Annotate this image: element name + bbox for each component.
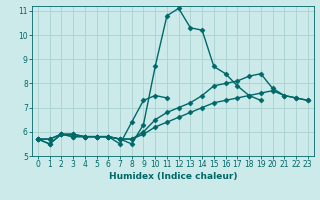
X-axis label: Humidex (Indice chaleur): Humidex (Indice chaleur) — [108, 172, 237, 181]
